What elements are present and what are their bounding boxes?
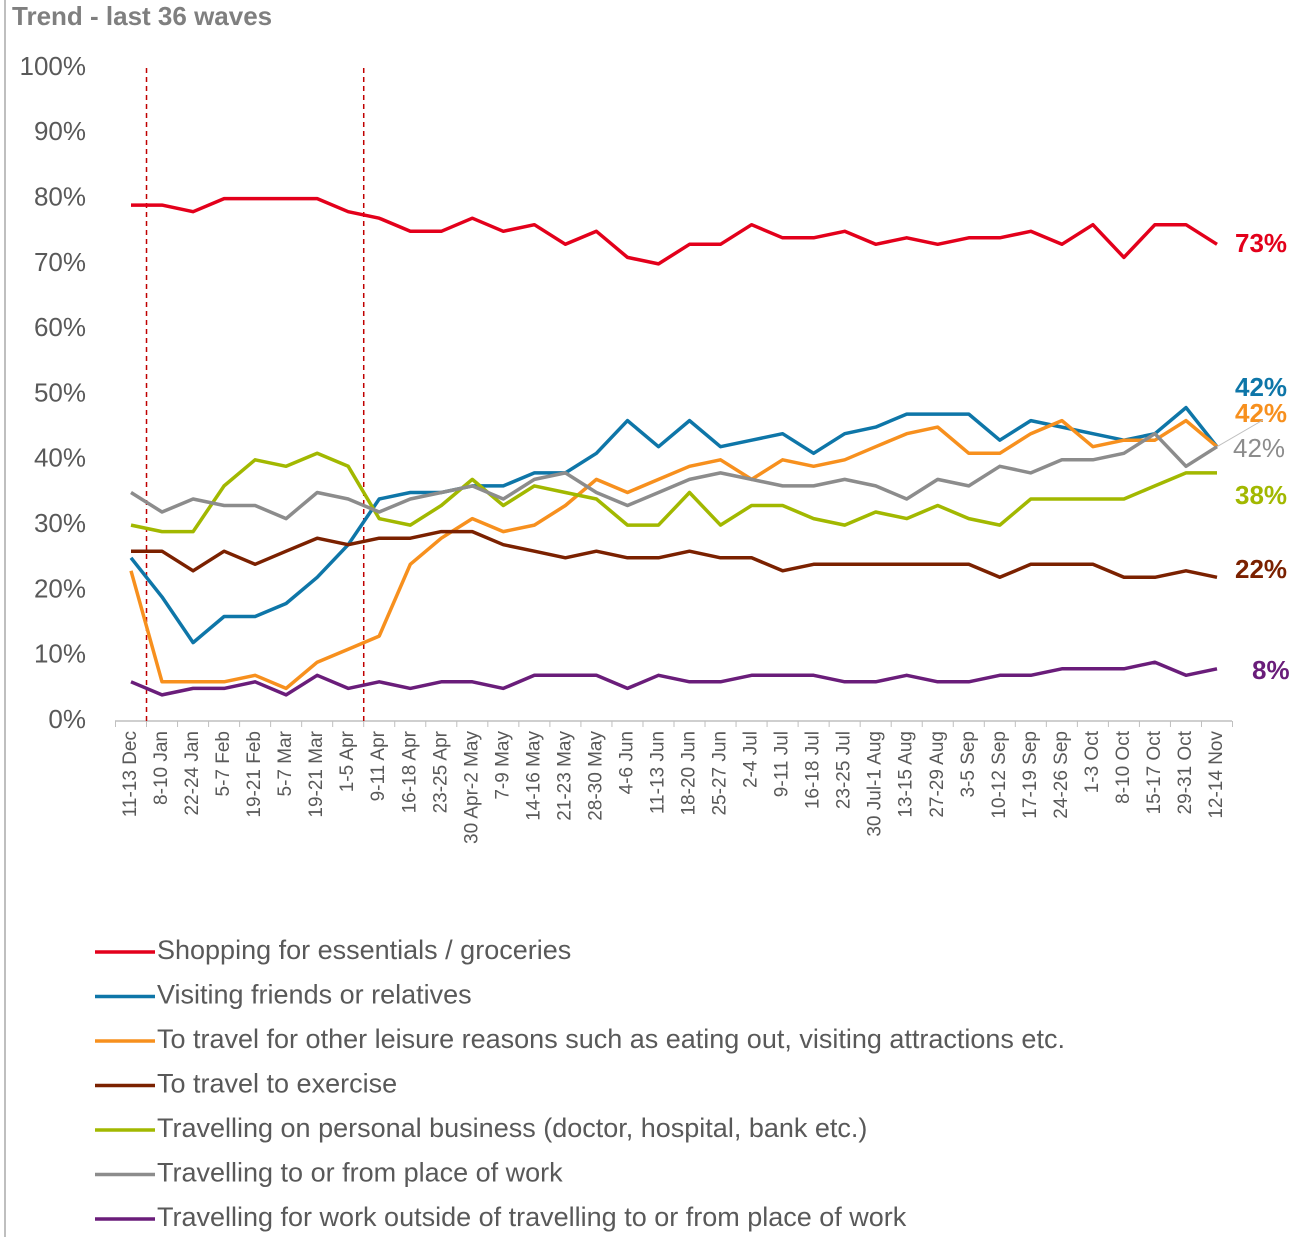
legend-label: Travelling for work outside of travellin… <box>157 1202 907 1232</box>
y-tick-label: 80% <box>34 181 86 211</box>
x-tick-label: 27-29 Aug <box>927 731 948 818</box>
x-tick-label: 21-23 May <box>554 731 575 821</box>
y-tick-label: 30% <box>34 508 86 538</box>
x-tick-label: 2-4 Jul <box>741 731 762 788</box>
end-label: 42% <box>1235 372 1287 402</box>
leader-line <box>1216 419 1264 448</box>
x-tick-label: 5-7 Mar <box>275 730 296 796</box>
legend-label: Travelling to or from place of work <box>157 1158 563 1188</box>
x-tick-label: 15-17 Oct <box>1144 730 1165 814</box>
x-tick-label: 10-12 Sep <box>989 731 1010 819</box>
x-tick-label: 24-26 Sep <box>1051 731 1072 819</box>
x-tick-label: 30 Jul-1 Aug <box>865 731 886 837</box>
x-tick-label: 4-6 Jun <box>616 731 637 794</box>
x-tick-label: 16-18 Jul <box>803 731 824 809</box>
x-tick-label: 12-14 Nov <box>1206 731 1227 819</box>
legend-label: Shopping for essentials / groceries <box>157 935 571 965</box>
end-label: 38% <box>1235 480 1287 510</box>
x-tick-label: 11-13 Jun <box>648 731 669 814</box>
x-tick-label: 19-21 Feb <box>244 731 265 818</box>
x-tick-label: 9-11 Jul <box>772 731 793 797</box>
end-label: 8% <box>1252 655 1290 685</box>
series-line <box>131 529 1218 580</box>
x-tick-label: 17-19 Sep <box>1020 731 1041 819</box>
y-tick-label: 0% <box>48 704 86 734</box>
end-label: 22% <box>1235 554 1287 584</box>
y-tick-label: 50% <box>34 377 86 407</box>
y-tick-label: 70% <box>34 247 86 277</box>
legend-label: To travel to exercise <box>157 1069 397 1099</box>
x-tick-label: 23-25 Jul <box>834 731 855 809</box>
y-tick-label: 90% <box>34 116 86 146</box>
x-tick-label: 28-30 May <box>585 731 606 821</box>
x-tick-label: 1-3 Oct <box>1082 730 1103 793</box>
series-line <box>129 418 1219 691</box>
x-tick-label: 3-5 Sep <box>958 731 979 798</box>
legend-label: Travelling on personal business (doctor,… <box>157 1113 867 1143</box>
x-tick-label: 14-16 May <box>523 731 544 821</box>
y-tick-label: 40% <box>34 443 86 473</box>
x-tick-label: 13-15 Aug <box>896 731 917 818</box>
end-label: 42% <box>1233 433 1285 463</box>
x-tick-label: 8-10 Oct <box>1113 730 1134 804</box>
series-line <box>131 196 1218 266</box>
x-tick-label: 18-20 Jun <box>679 731 700 816</box>
series-line <box>129 405 1219 645</box>
series-line <box>130 660 1218 697</box>
series-line <box>130 431 1218 521</box>
legend-label: Visiting friends or relatives <box>157 980 472 1010</box>
y-tick-label: 10% <box>34 639 86 669</box>
x-tick-label: 23-25 Apr <box>430 730 451 813</box>
y-tick-label: 20% <box>34 573 86 603</box>
series-line <box>130 451 1217 534</box>
x-tick-label: 7-9 May <box>492 731 513 800</box>
y-tick-label: 100% <box>20 51 87 81</box>
y-tick-label: 60% <box>34 312 86 342</box>
x-tick-label: 25-27 Jun <box>710 731 731 816</box>
x-tick-label: 1-5 Apr <box>337 730 358 792</box>
x-tick-label: 16-18 Apr <box>399 730 420 813</box>
chart-title: Trend - last 36 waves <box>12 1 272 31</box>
x-tick-label: 5-7 Feb <box>213 731 234 796</box>
x-tick-label: 29-31 Oct <box>1175 730 1196 814</box>
end-label: 73% <box>1235 228 1287 258</box>
end-label: 42% <box>1235 398 1287 428</box>
x-tick-label: 11-13 Dec <box>120 731 141 817</box>
x-tick-label: 22-24 Jan <box>182 731 203 816</box>
x-tick-label: 19-21 Mar <box>306 730 327 817</box>
x-tick-label: 30 Apr-2 May <box>461 731 482 844</box>
x-tick-label: 9-11 Apr <box>368 730 389 801</box>
legend-label: To travel for other leisure reasons such… <box>157 1024 1065 1054</box>
x-tick-label: 8-10 Jan <box>151 731 172 805</box>
